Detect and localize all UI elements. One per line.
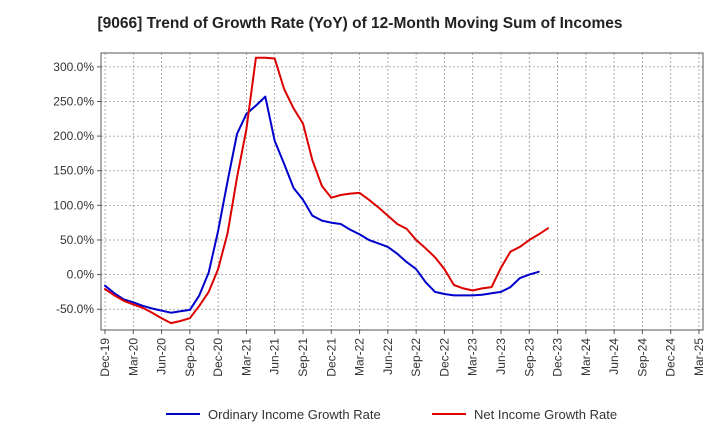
y-tick-label: 250.0% [53,94,94,108]
x-axis-ticks: Dec-19 Mar-20 Jun-20 Sep-20 Dec-20 Mar-21 Jun-… [98,330,706,377]
chart-title: [9066] Trend of Growth Rate (YoY) of 12-… [97,15,622,32]
x-tick-label: Mar-21 [239,338,253,376]
x-tick-label: Dec-22 [437,338,451,377]
x-tick-label: Mar-25 [692,338,706,376]
x-tick-label: Jun-22 [381,338,395,375]
y-tick-label: 150.0% [53,164,94,178]
x-tick-label: Sep-20 [183,338,197,377]
x-tick-label: Jun-20 [155,338,169,375]
y-tick-label: 50.0% [60,233,94,247]
legend-label: Ordinary Income Growth Rate [208,407,381,422]
x-tick-label: Sep-22 [409,338,423,377]
y-tick-label: -50.0% [56,302,94,316]
x-tick-label: Mar-22 [353,338,367,376]
chart-legend: Ordinary Income Growth Rate Net Income Gr… [166,407,617,422]
y-axis-ticks: -50.0% 0.0% 50.0% 100.0% 150.0% 200.0% 250.0% 3… [53,60,101,316]
x-tick-label: Jun-24 [607,338,621,375]
x-tick-label: Dec-21 [324,338,338,377]
series-lines [104,56,550,325]
x-tick-label: Jun-23 [494,338,508,375]
x-tick-label: Dec-24 [664,338,678,377]
x-tick-label: Mar-24 [579,338,593,376]
ordinary-income-growth-line [104,95,540,314]
y-tick-label: 0.0% [67,268,95,282]
net-income-growth-line [104,56,550,325]
plot-area-frame [100,52,704,331]
x-tick-label: Jun-21 [268,338,282,375]
grid-lines [101,53,703,330]
x-tick-label: Mar-20 [126,338,140,376]
y-tick-label: 100.0% [53,198,94,212]
y-tick-label: 300.0% [53,60,94,74]
x-tick-label: Dec-20 [211,338,225,377]
x-tick-label: Mar-23 [466,338,480,376]
x-tick-label: Dec-23 [551,338,565,377]
y-tick-label: 200.0% [53,129,94,143]
x-tick-label: Sep-21 [296,338,310,377]
x-tick-label: Sep-23 [522,338,536,377]
x-tick-label: Dec-19 [98,338,112,377]
x-tick-label: Sep-24 [635,338,649,377]
legend-label: Net Income Growth Rate [474,407,617,422]
